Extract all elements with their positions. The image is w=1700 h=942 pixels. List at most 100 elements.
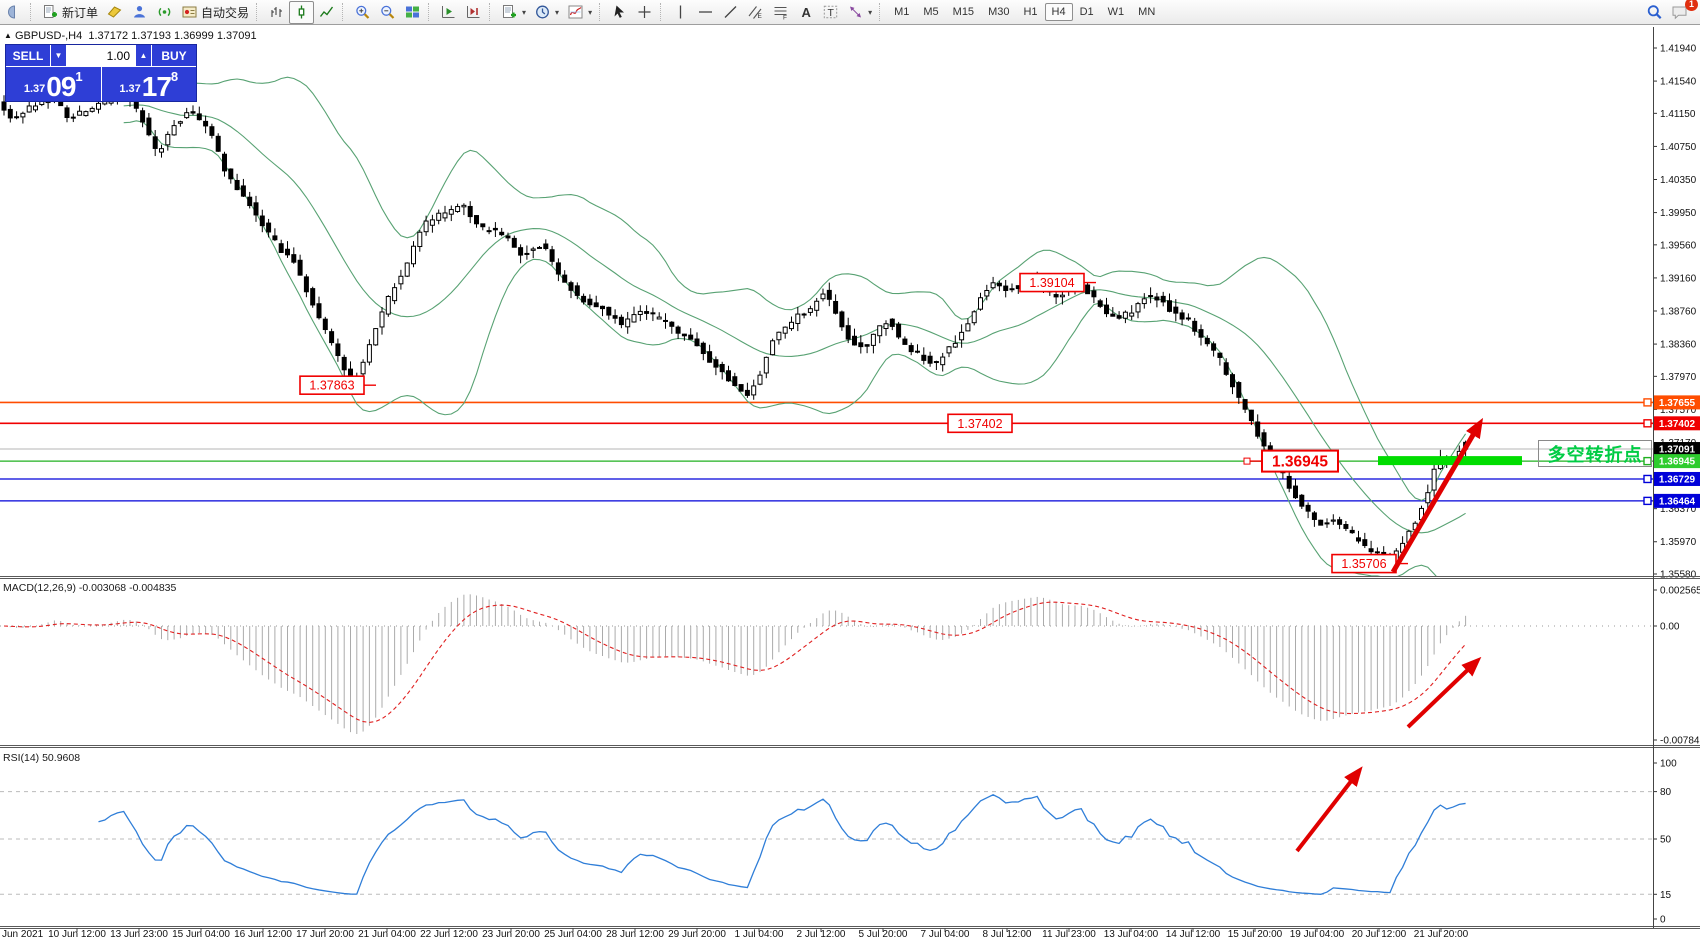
svg-text:20 Jul 12:00: 20 Jul 12:00 <box>1352 929 1407 940</box>
toolbar-separator <box>256 3 261 21</box>
rsi-indicator-label: RSI(14) 50.9608 <box>3 752 81 764</box>
quotes-button[interactable] <box>102 1 127 24</box>
vline-icon <box>679 5 682 19</box>
svg-text:80: 80 <box>1660 787 1672 798</box>
toolbar-separator <box>489 3 494 21</box>
search-button[interactable] <box>1642 1 1667 24</box>
one-click-trading-panel: SELL ▼ 1.00 ▲ BUY 1.37 09 1 1.37 17 8 <box>5 44 197 102</box>
crosshair-button[interactable] <box>632 1 657 24</box>
toolbar-separator <box>30 3 35 21</box>
svg-text:15: 15 <box>1660 890 1672 901</box>
candles-icon <box>298 5 305 19</box>
svg-text:1 Jul 04:00: 1 Jul 04:00 <box>735 929 784 940</box>
svg-text:15 Jul 20:00: 15 Jul 20:00 <box>1228 929 1283 940</box>
channel-icon: E <box>748 6 763 20</box>
svg-text:21 Jun 04:00: 21 Jun 04:00 <box>358 929 416 940</box>
toolbar-separator <box>428 3 433 21</box>
sell-price-point: 1 <box>75 69 83 84</box>
timeframe-m5-button[interactable]: M5 <box>923 6 939 18</box>
timeframe-mn-button[interactable]: MN <box>1138 6 1156 18</box>
toolbar: 新订单 自动交易 ▾ ▾ ▾ E F A T ▾ M1 M5 M15 M30 H1 H4 D1 W1 MN 1 <box>0 0 1700 25</box>
timeframe-m15-button[interactable]: M15 <box>952 6 975 18</box>
timeframe-m30-button[interactable]: M30 <box>988 6 1010 18</box>
zoom-in-button[interactable] <box>350 1 375 24</box>
channel-button[interactable]: E <box>743 1 768 24</box>
indicators-button[interactable]: ▾ <box>563 1 596 24</box>
svg-text:Jun 2021: Jun 2021 <box>2 929 44 940</box>
rsi-axis: 100 80 50 15 0 <box>1653 759 1677 926</box>
volume-decrease-button[interactable]: ▼ <box>51 45 66 66</box>
clipped-left-button[interactable] <box>2 1 27 24</box>
svg-text:28 Jun 12:00: 28 Jun 12:00 <box>606 929 664 940</box>
svg-text:1.40750: 1.40750 <box>1660 142 1697 153</box>
line-chart-button[interactable] <box>314 1 339 24</box>
candle-chart-button[interactable] <box>289 0 315 24</box>
timeframe-h1-button[interactable]: H1 <box>1023 6 1038 18</box>
svg-text:50: 50 <box>1660 835 1672 846</box>
auto-trading-button-label: 自动交易 <box>201 5 250 20</box>
timeframe-w1-button[interactable]: W1 <box>1107 6 1125 18</box>
svg-text:17 Jun 20:00: 17 Jun 20:00 <box>296 929 354 940</box>
labelT-icon: T <box>823 5 838 19</box>
svg-text:29 Jun 20:00: 29 Jun 20:00 <box>668 929 726 940</box>
bars-icon <box>271 7 283 17</box>
buy-price-display[interactable]: 1.37 17 8 <box>101 67 196 102</box>
fibonacci-button[interactable]: F <box>768 1 793 24</box>
chart-end-button[interactable] <box>461 1 486 24</box>
candlesticks <box>1 84 1469 568</box>
periods-button[interactable]: ▾ <box>530 1 563 24</box>
svg-text:1.38360: 1.38360 <box>1660 340 1697 351</box>
cursor-button[interactable] <box>607 1 632 24</box>
arrows-button[interactable]: ▾ <box>843 1 876 24</box>
timeframe-h4-button[interactable]: H4 <box>1044 3 1073 21</box>
zoom-out-button[interactable] <box>375 1 400 24</box>
templates-button[interactable]: ▾ <box>497 1 530 24</box>
trend-icon <box>724 6 737 18</box>
horizontal-line-button[interactable] <box>693 1 718 24</box>
buy-price-pips: 17 <box>141 71 172 102</box>
rsi-pane <box>0 791 1653 895</box>
half-icon <box>8 5 15 19</box>
linechart-icon <box>319 6 334 17</box>
svg-text:-0.007847: -0.007847 <box>1660 736 1700 747</box>
label-button[interactable]: T <box>818 1 843 24</box>
svg-text:1.39560: 1.39560 <box>1660 240 1697 251</box>
chat-button[interactable]: 1 <box>1667 0 1698 24</box>
profile-button[interactable] <box>127 1 152 24</box>
new-order-button[interactable]: 新订单 <box>38 1 102 24</box>
svg-text:1.38760: 1.38760 <box>1660 307 1697 318</box>
search-icon <box>1647 5 1662 19</box>
chart-shift-button[interactable] <box>436 1 461 24</box>
zoomin-icon <box>356 5 370 19</box>
bar-chart-button[interactable] <box>264 1 289 24</box>
svg-text:1.39104: 1.39104 <box>1029 276 1074 290</box>
timeframe-m1-button[interactable]: M1 <box>894 6 910 18</box>
person-icon <box>134 6 146 18</box>
svg-text:5 Jul 20:00: 5 Jul 20:00 <box>859 929 908 940</box>
support-highlight-bar <box>1378 456 1522 466</box>
volume-input[interactable]: 1.00 <box>67 45 135 66</box>
sell-price-display[interactable]: 1.37 09 1 <box>6 67 101 101</box>
signals-button[interactable] <box>152 1 177 24</box>
svg-text:1.37655: 1.37655 <box>1659 398 1696 409</box>
chart-symbol-header: ▲ GBPUSD-,H4 1.37172 1.37193 1.36999 1.3… <box>4 30 257 42</box>
sell-button[interactable]: SELL <box>6 45 50 66</box>
volume-increase-button[interactable]: ▲ <box>136 45 151 66</box>
timeframe-d1-button[interactable]: D1 <box>1079 6 1094 18</box>
buy-button[interactable]: BUY <box>152 45 196 66</box>
macd-axis: 0.002565 0.00 -0.007847 <box>1653 586 1700 747</box>
svg-text:1.37402: 1.37402 <box>1659 419 1696 430</box>
vertical-line-button[interactable] <box>668 1 693 24</box>
svg-text:1.35580: 1.35580 <box>1660 570 1697 581</box>
svg-text:E: E <box>758 13 763 20</box>
tile-windows-button[interactable] <box>400 1 425 24</box>
tiles-icon <box>406 6 420 18</box>
text-button[interactable]: A <box>793 1 818 24</box>
crosshair-icon <box>638 6 651 18</box>
trendline-button[interactable] <box>718 1 743 24</box>
indicator-icon <box>568 5 583 19</box>
auto-trading-button[interactable]: 自动交易 <box>177 1 253 24</box>
svg-text:F: F <box>783 15 787 21</box>
svg-text:1.37091: 1.37091 <box>1659 445 1696 456</box>
